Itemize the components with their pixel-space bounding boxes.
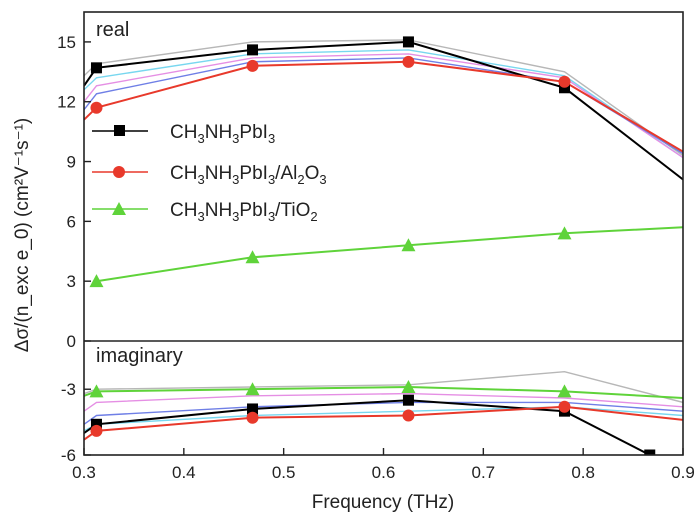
series-line-real-extra-2 [84, 49, 683, 159]
data-point-imaginary-3-2 [89, 384, 104, 398]
data-point-real-1-4 [402, 36, 414, 48]
x-axis-title: Frequency (THz) [312, 492, 455, 513]
y-axis-title: Δσ/(n_exc e_0) (cm²V⁻¹s⁻¹) [12, 118, 33, 353]
y-tick-label-real-2: 3 [67, 272, 76, 291]
data-point-real-3-1 [89, 274, 104, 288]
legend-entry-1: CH3​NH3​PbI3​ [92, 122, 275, 146]
data-point-imaginary-1-3 [247, 403, 259, 415]
panel-label-real: real [96, 19, 129, 41]
y-tick-label-real-4: 9 [67, 153, 76, 172]
data-point-real-3-2 [245, 250, 260, 264]
legend-marker-square [114, 125, 125, 136]
data-point-imaginary-3-4 [401, 380, 416, 394]
legend-marker-triangle [112, 202, 126, 215]
data-point-imaginary-3-5 [557, 384, 572, 398]
data-point-real-1-3 [247, 44, 259, 56]
data-point-imaginary-2-2 [90, 424, 103, 437]
data-point-real-3-3 [401, 238, 416, 252]
panel-label-imaginary: imaginary [96, 345, 183, 367]
panel-imaginary [84, 370, 683, 455]
legend-marker-circle [113, 166, 125, 178]
data-point-imaginary-1-6 [644, 449, 656, 455]
data-point-imaginary-1-4 [402, 394, 414, 406]
y-tick-label-real-1: 0 [67, 332, 76, 351]
data-point-imaginary-2-3 [246, 411, 259, 424]
plot-layer [84, 36, 683, 455]
data-point-imaginary-3-3 [245, 382, 260, 396]
ticks-layer: 0 3 6 9 12 15 -3 -60.3 0.4 0.5 0.6 0.7 0.8 0.9 [57, 33, 695, 482]
x-tick-label-7: 0.9 [671, 463, 695, 482]
data-point-imaginary-2-4 [402, 409, 415, 422]
y-tick-label-real-6: 15 [57, 33, 76, 52]
legend-label-1: CH3​NH3​PbI3​ [170, 122, 275, 146]
y-tick-label-imaginary-2: -6 [61, 446, 76, 465]
data-point-real-2-5 [558, 75, 571, 88]
y-tick-label-real-3: 6 [67, 212, 76, 231]
data-point-real-2-3 [246, 59, 259, 72]
x-tick-label-2: 0.4 [172, 463, 196, 482]
data-point-real-3-4 [557, 226, 572, 240]
x-tick-label-1: 0.3 [72, 463, 96, 482]
legend-entry-3: CH3​NH3​PbI3​/TiO2​ [92, 200, 318, 224]
x-tick-label-3: 0.5 [272, 463, 296, 482]
series-line-imaginary-extra-2 [84, 392, 683, 412]
y-tick-label-real-5: 12 [57, 93, 76, 112]
data-point-imaginary-2-5 [558, 400, 571, 413]
data-point-real-2-2 [90, 101, 103, 114]
data-point-real-1-2 [90, 62, 102, 74]
data-point-real-2-4 [402, 55, 415, 68]
legend: CH3​NH3​PbI3​ CH3​NH3​PbI3​/Al2​O3​ CH3​… [92, 122, 327, 224]
legend-label-3: CH3​NH3​PbI3​/TiO2​ [170, 200, 318, 224]
series-line-real-extra-3 [84, 53, 683, 159]
x-tick-label-4: 0.6 [372, 463, 396, 482]
data-point-imaginary-1-2 [90, 418, 102, 430]
x-tick-label-6: 0.8 [571, 463, 595, 482]
y-tick-label-imaginary-1: -3 [61, 380, 76, 399]
x-tick-label-5: 0.7 [472, 463, 496, 482]
panel-real [84, 36, 683, 288]
